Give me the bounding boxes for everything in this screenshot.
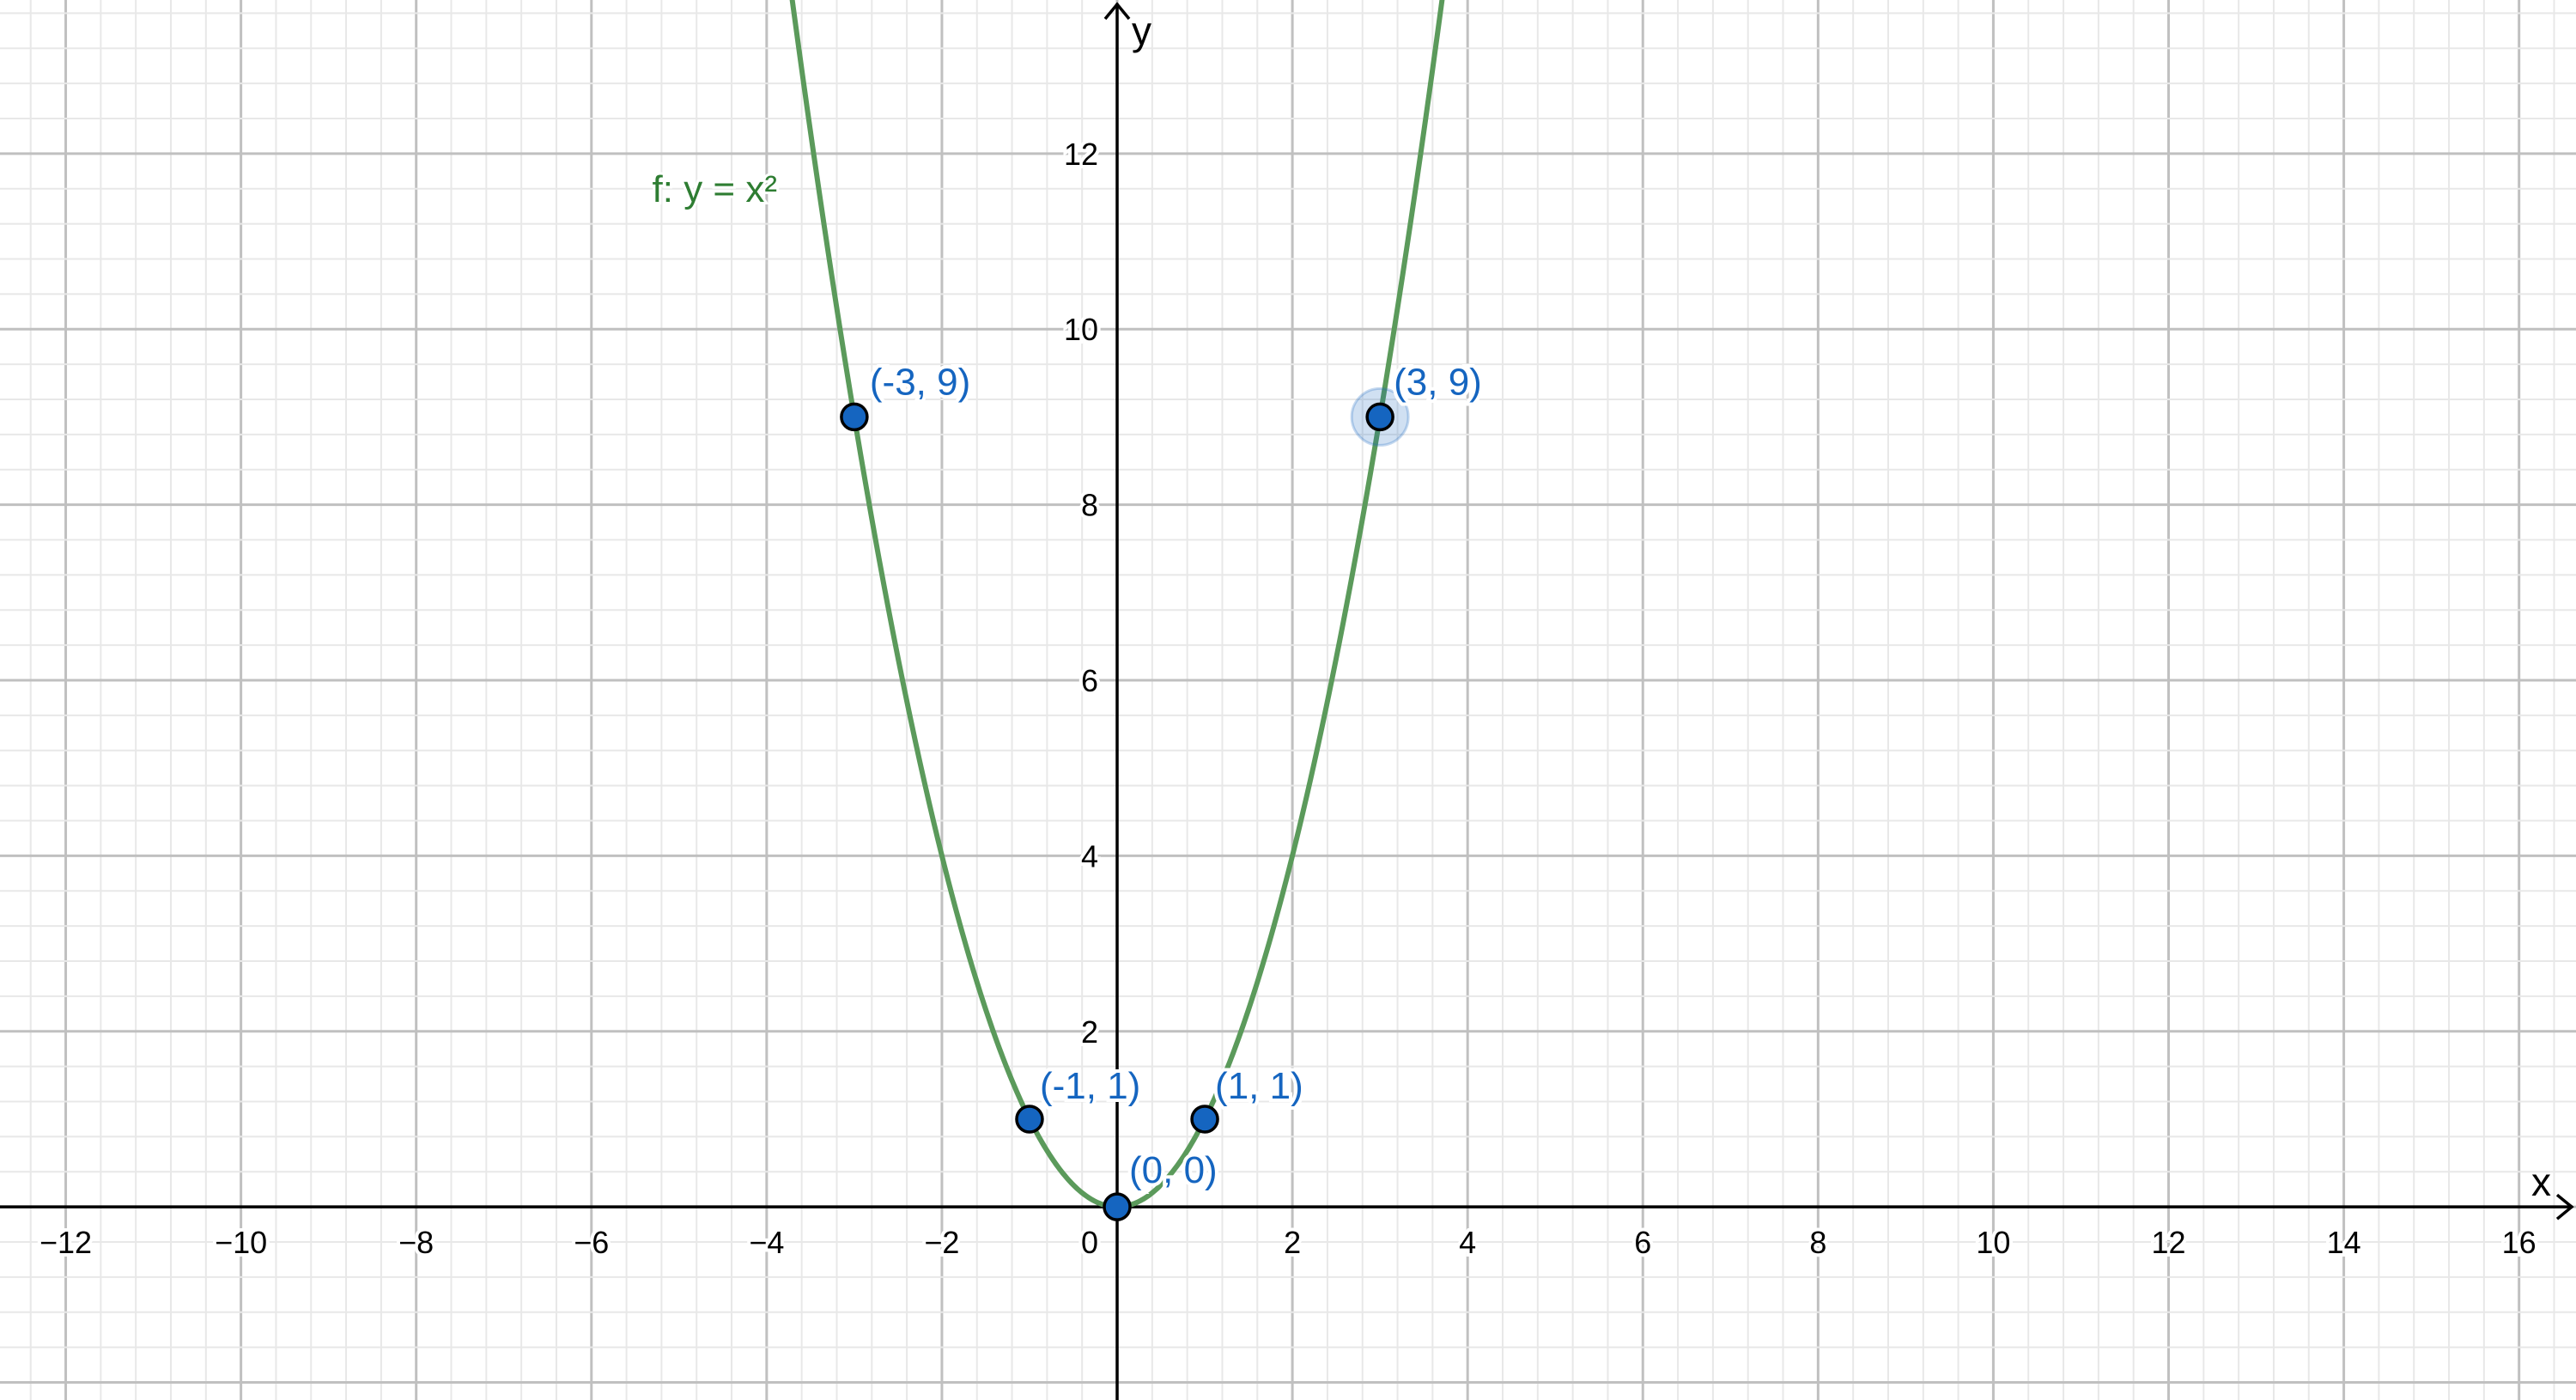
x-tick-label: 8 <box>1809 1225 1826 1260</box>
x-tick-label: −10 <box>215 1225 267 1260</box>
x-tick-label: −6 <box>574 1225 609 1260</box>
x-axis-label: x <box>2531 1160 2551 1204</box>
points: (-3, 9) (3, 9) (-1, 1) (1, 1) (0, 0) <box>840 357 1485 1221</box>
x-tick-label: −4 <box>749 1225 784 1260</box>
x-tick-label: 0 <box>1081 1225 1098 1260</box>
tick-labels: −12 −10 −8 −6 −4 −2 0 2 4 6 8 10 12 14 16 2 4 6 8 10 12 <box>36 133 2540 1263</box>
point[interactable]: (-1, 1) <box>1015 1062 1144 1134</box>
point[interactable]: (0, 0) <box>1103 1146 1221 1221</box>
y-tick-label: 10 <box>1064 312 1098 347</box>
function-label[interactable]: f: y = x² <box>650 166 780 213</box>
x-tick-label: 12 <box>2151 1225 2185 1260</box>
point-marker[interactable] <box>1190 1105 1219 1134</box>
point[interactable]: (-3, 9) <box>840 357 974 432</box>
y-tick-label: 2 <box>1081 1014 1098 1050</box>
x-tick-label: 4 <box>1459 1225 1476 1260</box>
x-tick-label: 6 <box>1634 1225 1651 1260</box>
y-tick-label: 12 <box>1064 137 1098 172</box>
y-tick-label: 6 <box>1081 663 1098 698</box>
point-label: (1, 1) <box>1215 1065 1303 1107</box>
x-tick-label: −8 <box>398 1225 434 1260</box>
point-label: (-3, 9) <box>870 361 970 403</box>
x-tick-label: 2 <box>1284 1225 1301 1260</box>
point-marker[interactable] <box>840 402 869 432</box>
y-axis-arrow-icon <box>1103 2 1131 21</box>
x-tick-label: 10 <box>1976 1225 2010 1260</box>
point-marker[interactable] <box>1015 1105 1044 1134</box>
x-tick-label: −2 <box>924 1225 959 1260</box>
point-label: (0, 0) <box>1129 1149 1218 1191</box>
point-marker[interactable] <box>1365 402 1394 432</box>
y-axis-label: y <box>1132 9 1151 53</box>
y-tick-label: 8 <box>1081 488 1098 523</box>
point-label: (3, 9) <box>1394 361 1482 403</box>
x-tick-label: −12 <box>39 1225 92 1260</box>
point-label: (-1, 1) <box>1040 1065 1140 1107</box>
x-tick-label: 14 <box>2327 1225 2361 1260</box>
x-axis-arrow-icon <box>2555 1193 2574 1220</box>
point[interactable]: (1, 1) <box>1190 1062 1307 1134</box>
point[interactable]: (3, 9) <box>1350 357 1485 447</box>
y-tick-label: 4 <box>1081 838 1098 873</box>
point-marker[interactable] <box>1103 1192 1132 1221</box>
x-tick-label: 16 <box>2502 1225 2537 1260</box>
